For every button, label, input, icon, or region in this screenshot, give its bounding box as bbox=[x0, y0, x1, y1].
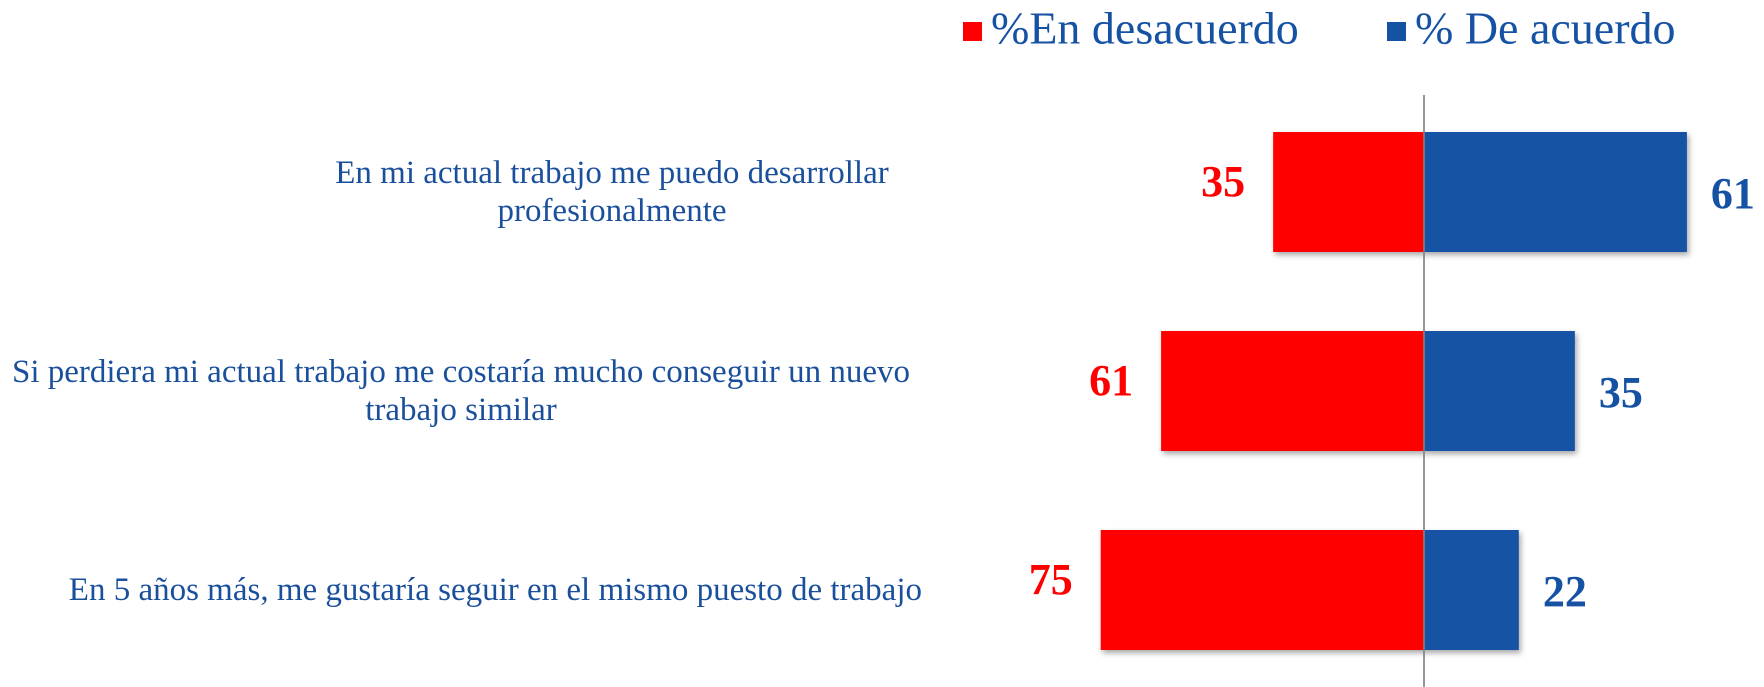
value-label: 61 bbox=[1711, 169, 1755, 218]
bar bbox=[1424, 132, 1687, 252]
value-label: 35 bbox=[1599, 368, 1643, 417]
value-label: 61 bbox=[1089, 356, 1133, 405]
legend-label: % De acuerdo bbox=[1415, 3, 1676, 54]
category-label: Si perdiera mi actual trabajo me costarí… bbox=[11, 354, 911, 428]
value-label: 35 bbox=[1201, 157, 1245, 206]
legend-swatch bbox=[1387, 22, 1406, 41]
bar bbox=[1273, 132, 1424, 252]
bar bbox=[1424, 331, 1575, 451]
legend-label: %En desacuerdo bbox=[991, 3, 1299, 54]
bar bbox=[1161, 331, 1424, 451]
category-label: En mi actual trabajo me puedo desarrolla… bbox=[335, 155, 889, 229]
bar bbox=[1424, 530, 1519, 650]
category-label: En 5 años más, me gustaría seguir en el … bbox=[68, 572, 922, 608]
value-label: 75 bbox=[1029, 555, 1073, 604]
legend-swatch bbox=[963, 22, 982, 41]
bar bbox=[1100, 530, 1424, 650]
value-label: 22 bbox=[1543, 567, 1587, 616]
